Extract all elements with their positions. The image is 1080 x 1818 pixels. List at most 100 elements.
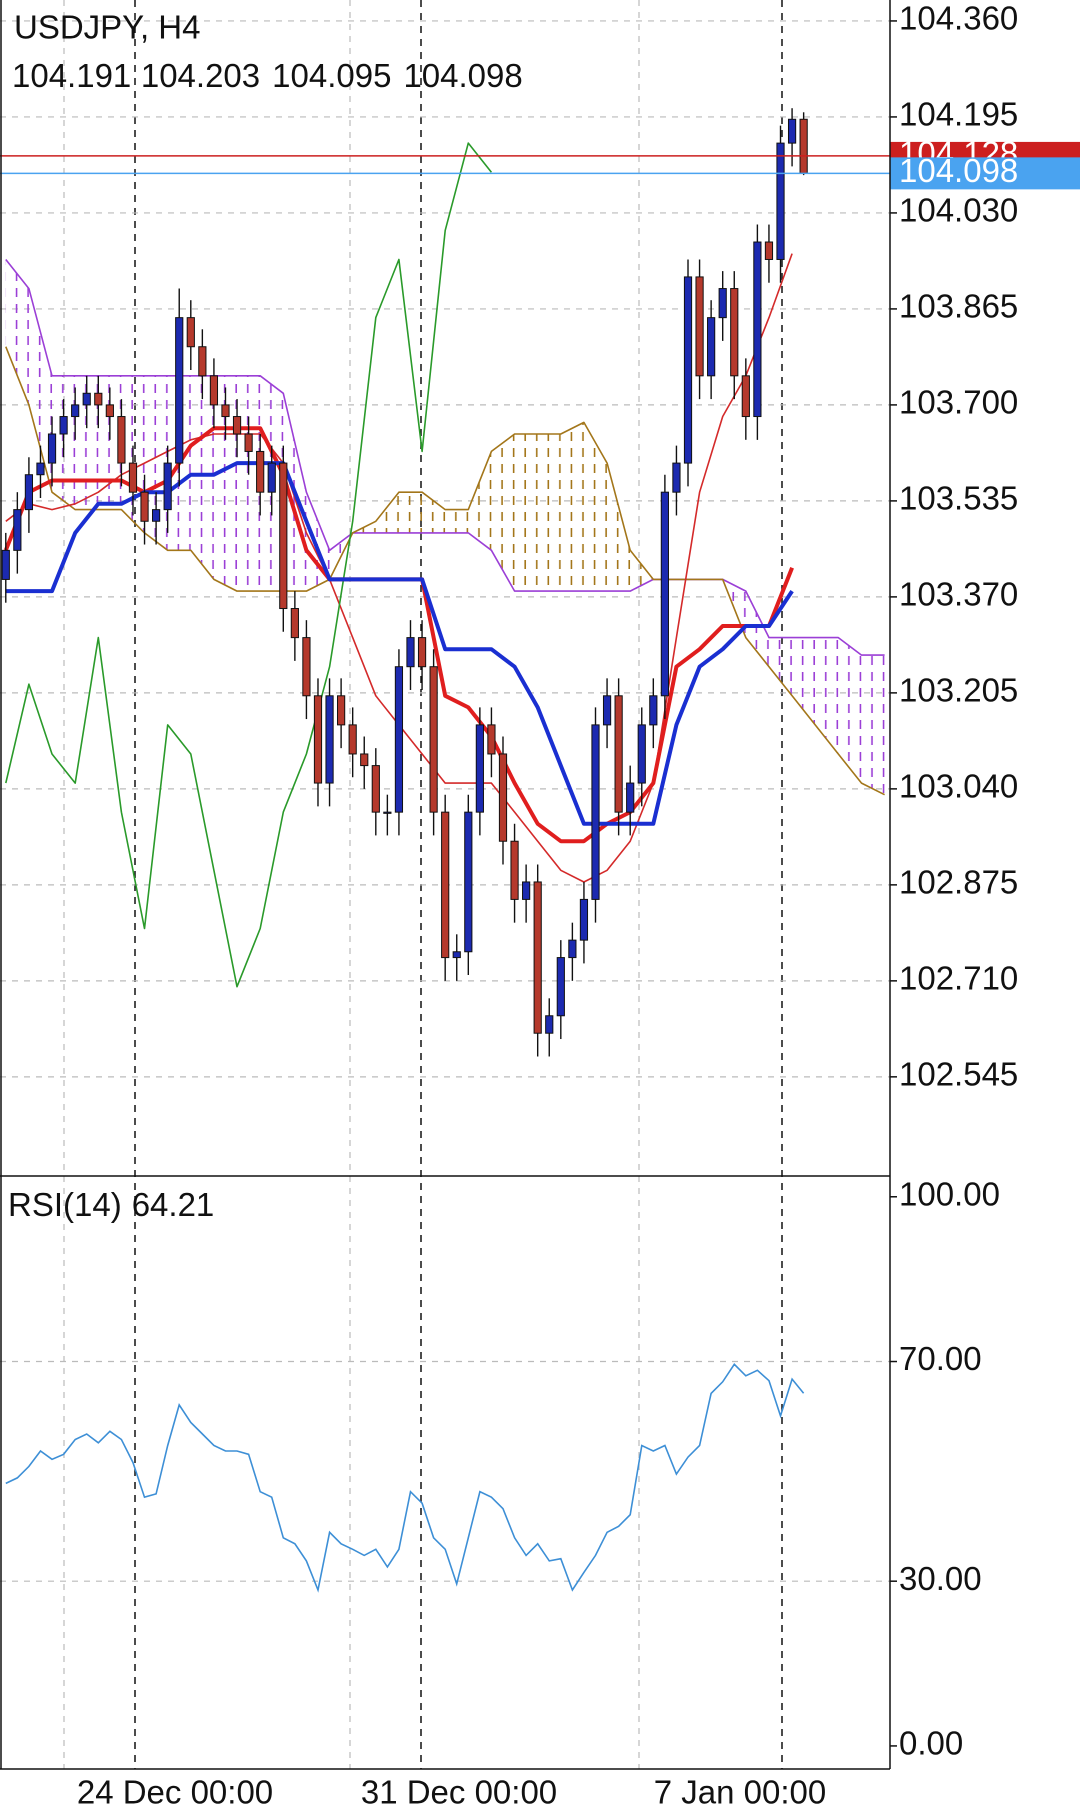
cloud-segment <box>190 375 214 580</box>
candle-body <box>787 118 797 144</box>
candle-body <box>163 462 172 511</box>
candle-body <box>337 695 346 726</box>
cloud-layer <box>5 259 885 795</box>
candle-body <box>221 404 230 418</box>
y-tick-label: 102.545 <box>899 1056 1018 1093</box>
candle-body <box>522 881 531 900</box>
cloud-segment <box>560 422 584 592</box>
candle-body <box>718 288 727 319</box>
candle-body <box>59 416 68 435</box>
y-tick-label: 70.00 <box>899 1340 982 1377</box>
candle-body <box>105 404 114 418</box>
candle-body <box>707 317 716 377</box>
candle-body <box>545 1015 554 1034</box>
candle-body <box>267 462 276 493</box>
candle-body <box>24 474 34 511</box>
y-tick-label: 103.865 <box>899 288 1018 325</box>
cloud-segment <box>468 451 492 551</box>
candle-body <box>232 416 242 435</box>
candle-body <box>325 695 334 784</box>
y-tick-label: 103.535 <box>899 480 1018 517</box>
candle-body <box>360 753 369 767</box>
candle-body <box>383 811 392 814</box>
cloud-segment <box>144 375 168 551</box>
y-tick-label: 104.195 <box>899 96 1018 133</box>
y-tick-label: 100.00 <box>899 1175 1000 1212</box>
cloud-segment <box>630 550 654 592</box>
ohlc-readout: 104.191 104.203 104.095 104.098 <box>12 57 523 94</box>
cloud-segment <box>491 433 515 592</box>
y-tick-label: 102.710 <box>899 960 1018 997</box>
y-tick-label: 103.040 <box>899 768 1018 805</box>
candle-body <box>441 811 450 959</box>
cloud-segment <box>98 375 122 510</box>
cloud-segment <box>861 655 885 795</box>
symbol-title: USDJPY, H4 <box>14 9 200 46</box>
y-tick-label: 30.00 <box>899 1560 982 1597</box>
cloud-segment <box>398 492 423 533</box>
cloud-segment <box>5 259 29 405</box>
x-tick-label: 24 Dec 00:00 <box>77 1774 273 1811</box>
x-tick-label: 31 Dec 00:00 <box>361 1774 557 1811</box>
cloud-segment <box>745 591 769 667</box>
candle-body <box>175 317 184 464</box>
candle-body <box>71 404 80 418</box>
candle-body <box>244 433 253 452</box>
candle-body <box>1 549 10 580</box>
y-tick-label: 103.205 <box>899 672 1018 709</box>
candle-body <box>683 276 693 464</box>
candle-body <box>117 416 126 464</box>
candle-body <box>417 637 427 668</box>
candle-body <box>140 491 149 522</box>
cloud-segment <box>768 637 793 696</box>
cloud-segment <box>375 492 399 533</box>
candle-body <box>602 695 612 726</box>
candle-body <box>47 433 57 464</box>
rsi-name: RSI(14) <box>8 1186 122 1223</box>
candle-body <box>776 142 785 260</box>
candle-body <box>82 392 91 406</box>
candle-body <box>13 509 22 551</box>
y-tick-label: 104.360 <box>899 0 1018 37</box>
cloud-segment <box>815 637 839 754</box>
candle-body <box>556 957 565 1017</box>
cloud-segment <box>75 375 99 510</box>
candle-body <box>753 241 762 418</box>
candle-body <box>464 811 473 953</box>
cloud-segment <box>445 509 469 533</box>
candle-body <box>348 724 357 755</box>
candle-body <box>313 695 323 784</box>
candle-body <box>152 509 161 522</box>
rsi-value: 64.21 <box>132 1186 215 1223</box>
candle-body <box>256 450 265 493</box>
candle-body <box>498 753 508 842</box>
cloud-segment <box>28 288 53 493</box>
close-value: 104.098 <box>403 57 522 94</box>
candle-body <box>452 951 461 959</box>
candle-body <box>591 724 600 900</box>
y-tick-label: 104.030 <box>899 192 1018 229</box>
candle-body <box>128 462 138 493</box>
low-value: 104.095 <box>272 57 391 94</box>
candle-body <box>371 765 380 813</box>
bid-label: 104.098 <box>899 152 1018 189</box>
candle-body <box>637 724 646 784</box>
cloud-segment <box>607 463 631 592</box>
candle-body <box>799 118 808 174</box>
candle-body <box>279 462 288 610</box>
candle-layer <box>1 108 808 1057</box>
candle-body <box>626 782 635 813</box>
cloud-segment <box>583 422 608 592</box>
candle-body <box>394 666 404 813</box>
candle-body <box>94 392 103 406</box>
x-tick-label: 7 Jan 00:00 <box>654 1774 826 1811</box>
cloud-segment <box>537 433 561 592</box>
candle-body <box>209 375 219 406</box>
kijun-line <box>5 461 794 826</box>
spanA-line <box>5 346 885 796</box>
y-tick-label: 0.00 <box>899 1725 963 1762</box>
candle-body <box>406 637 415 668</box>
candle-body <box>579 898 589 941</box>
candle-body <box>290 608 299 639</box>
